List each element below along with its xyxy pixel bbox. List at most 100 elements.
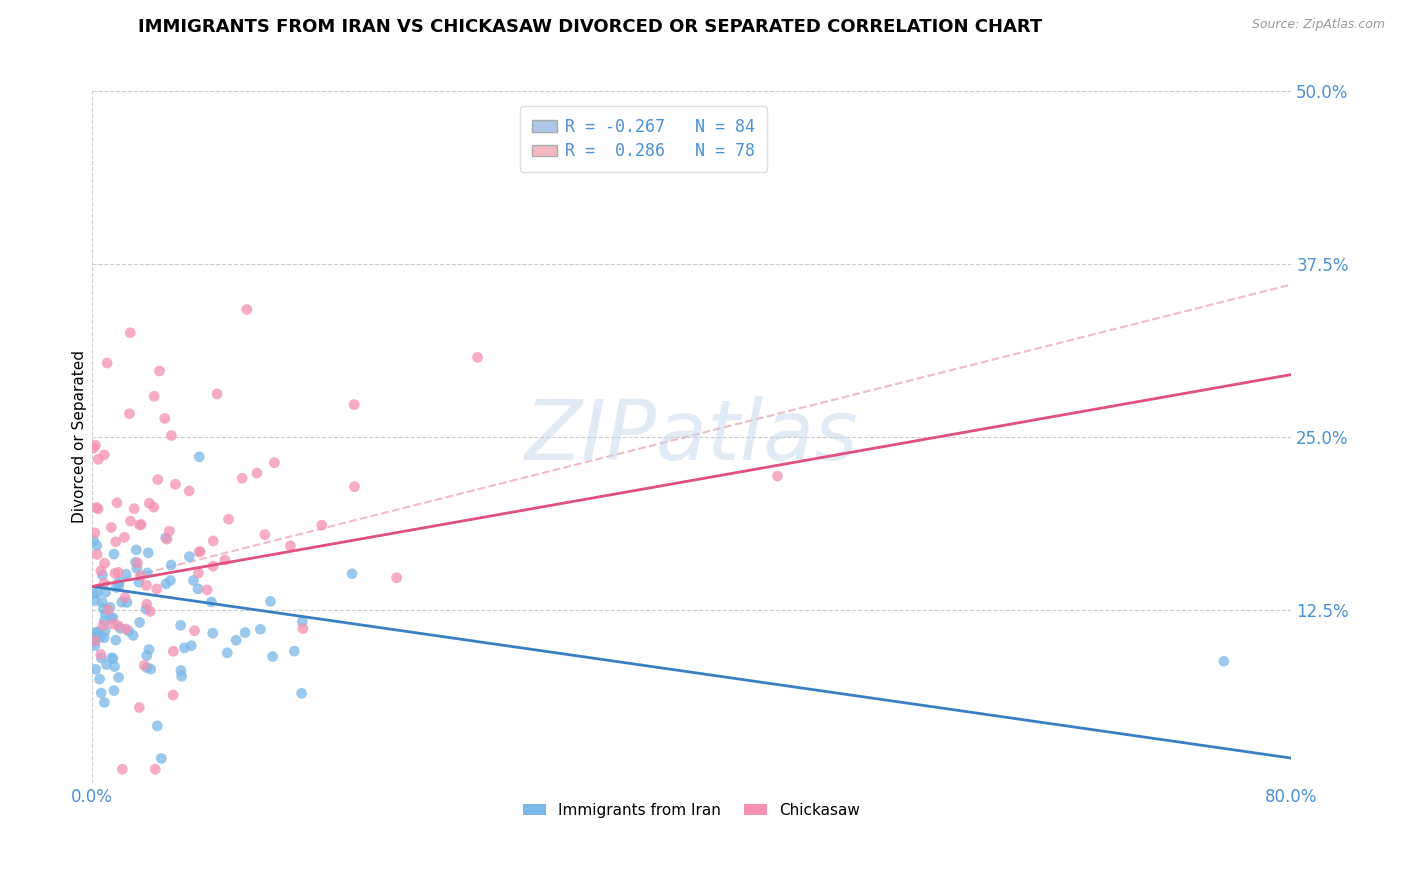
Point bbox=[128, 517, 150, 532]
Point bbox=[263, 456, 285, 470]
Point bbox=[118, 624, 141, 638]
Point bbox=[86, 539, 108, 553]
Point bbox=[93, 601, 115, 615]
Point bbox=[127, 556, 149, 570]
Point bbox=[111, 595, 134, 609]
Point bbox=[188, 544, 211, 558]
Point bbox=[467, 351, 489, 365]
Point bbox=[217, 646, 239, 660]
Point bbox=[170, 669, 193, 683]
Point bbox=[120, 326, 142, 340]
Point bbox=[218, 512, 240, 526]
Point bbox=[156, 532, 179, 546]
Point bbox=[231, 471, 253, 485]
Point bbox=[385, 571, 408, 585]
Point bbox=[87, 624, 110, 639]
Point bbox=[165, 477, 187, 491]
Point bbox=[94, 607, 117, 621]
Point bbox=[98, 600, 121, 615]
Point bbox=[148, 364, 170, 378]
Point bbox=[146, 719, 169, 733]
Point bbox=[153, 411, 176, 425]
Point bbox=[101, 617, 124, 632]
Point bbox=[90, 648, 112, 662]
Legend: Immigrants from Iran, Chickasaw: Immigrants from Iran, Chickasaw bbox=[517, 797, 866, 824]
Point bbox=[200, 595, 222, 609]
Point bbox=[111, 762, 134, 776]
Point bbox=[84, 438, 107, 452]
Point bbox=[132, 658, 155, 673]
Point bbox=[83, 441, 105, 455]
Point bbox=[225, 633, 247, 648]
Point bbox=[129, 517, 152, 532]
Point bbox=[202, 533, 225, 548]
Point bbox=[84, 639, 107, 653]
Point bbox=[90, 686, 112, 700]
Point bbox=[100, 612, 122, 626]
Point bbox=[104, 633, 127, 648]
Point bbox=[101, 650, 124, 665]
Point bbox=[122, 501, 145, 516]
Point bbox=[135, 597, 157, 611]
Point bbox=[159, 574, 181, 588]
Point bbox=[104, 534, 127, 549]
Point bbox=[249, 622, 271, 636]
Point bbox=[291, 686, 314, 700]
Point bbox=[179, 483, 201, 498]
Point bbox=[122, 628, 145, 642]
Point bbox=[136, 546, 159, 560]
Point bbox=[142, 500, 165, 515]
Point bbox=[291, 622, 314, 636]
Text: IMMIGRANTS FROM IRAN VS CHICKASAW DIVORCED OR SEPARATED CORRELATION CHART: IMMIGRANTS FROM IRAN VS CHICKASAW DIVORC… bbox=[138, 18, 1043, 36]
Point bbox=[96, 657, 118, 672]
Point bbox=[202, 559, 225, 574]
Point bbox=[96, 356, 118, 370]
Point bbox=[91, 618, 114, 632]
Point bbox=[280, 539, 302, 553]
Point bbox=[103, 659, 125, 673]
Point bbox=[205, 387, 228, 401]
Point bbox=[87, 452, 110, 467]
Point bbox=[162, 688, 184, 702]
Point bbox=[188, 545, 211, 559]
Point bbox=[766, 469, 789, 483]
Point bbox=[118, 407, 141, 421]
Point bbox=[183, 574, 205, 588]
Point bbox=[105, 581, 128, 595]
Point bbox=[291, 615, 314, 629]
Point bbox=[120, 514, 142, 528]
Point bbox=[155, 531, 177, 545]
Text: Source: ZipAtlas.com: Source: ZipAtlas.com bbox=[1251, 18, 1385, 31]
Point bbox=[100, 520, 122, 534]
Point bbox=[214, 553, 236, 567]
Point bbox=[87, 501, 110, 516]
Point bbox=[97, 603, 120, 617]
Y-axis label: Divorced or Separated: Divorced or Separated bbox=[72, 351, 87, 524]
Point bbox=[233, 625, 256, 640]
Point bbox=[138, 496, 160, 510]
Point bbox=[146, 473, 169, 487]
Point bbox=[143, 389, 166, 403]
Point bbox=[83, 533, 105, 548]
Point bbox=[173, 640, 195, 655]
Point bbox=[114, 591, 136, 605]
Point bbox=[169, 618, 191, 632]
Point bbox=[128, 700, 150, 714]
Point bbox=[103, 547, 125, 561]
Point bbox=[87, 585, 110, 599]
Point bbox=[107, 566, 129, 580]
Point bbox=[262, 649, 284, 664]
Point bbox=[91, 568, 114, 582]
Point bbox=[129, 569, 152, 583]
Point bbox=[135, 602, 157, 616]
Point bbox=[103, 683, 125, 698]
Point bbox=[115, 595, 138, 609]
Point bbox=[89, 630, 111, 644]
Point bbox=[84, 625, 107, 640]
Point bbox=[101, 610, 124, 624]
Point bbox=[311, 518, 333, 533]
Point bbox=[283, 644, 305, 658]
Point bbox=[136, 566, 159, 580]
Point bbox=[105, 496, 128, 510]
Point bbox=[188, 450, 211, 464]
